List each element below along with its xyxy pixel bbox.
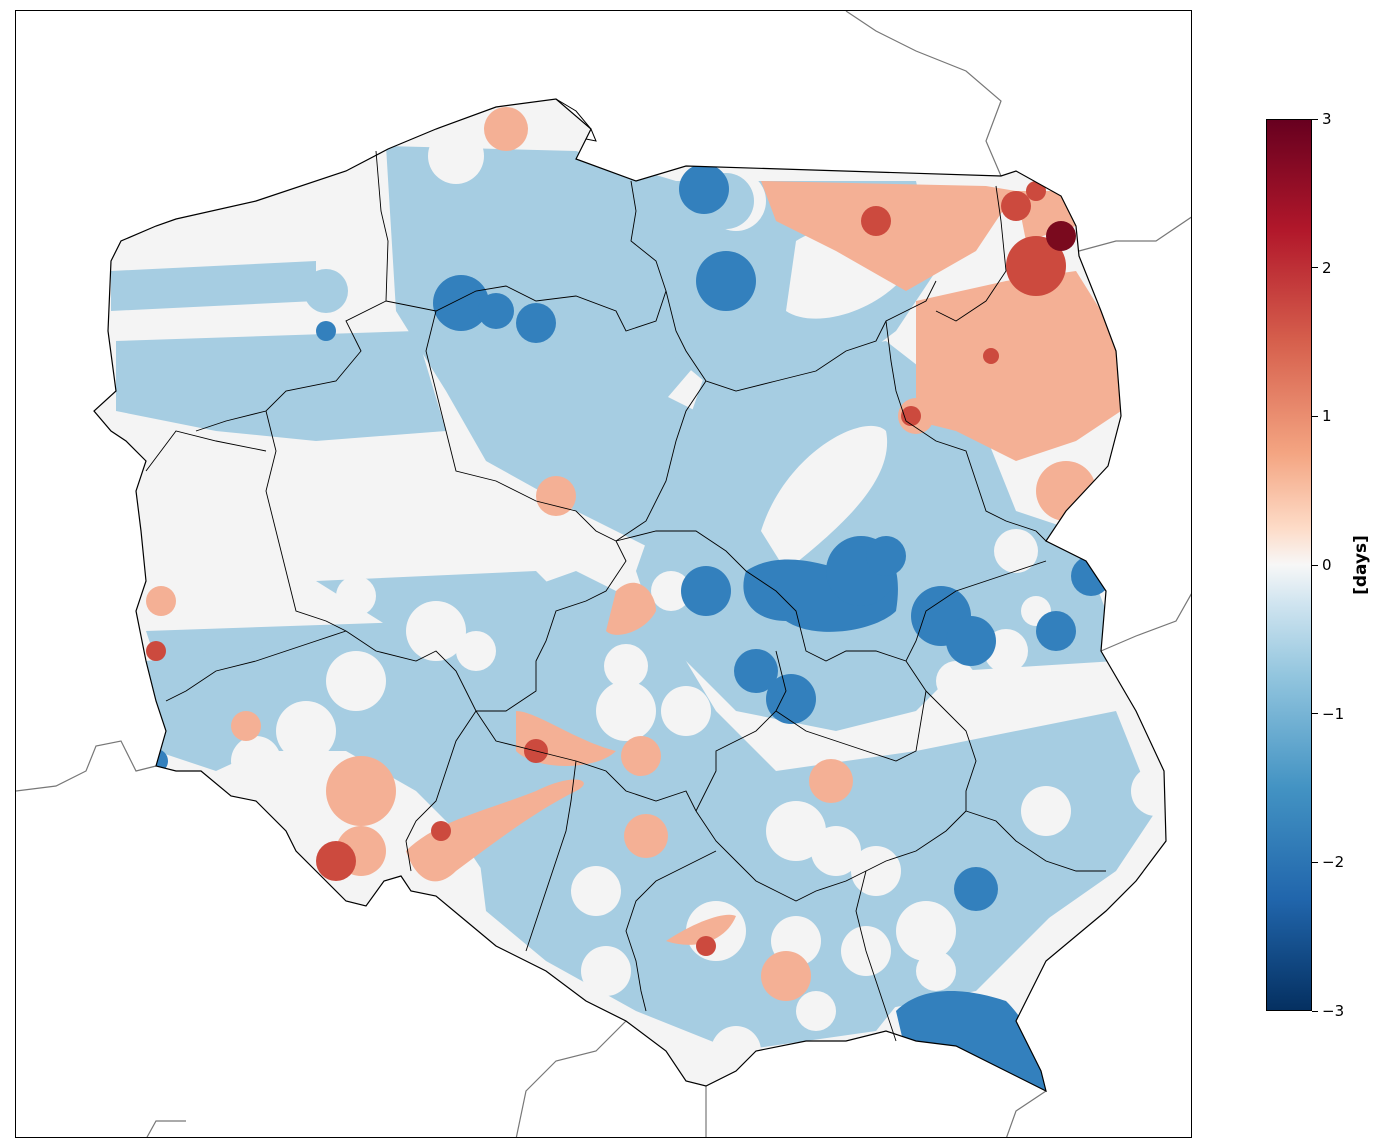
colorbar-tick-label: 3 xyxy=(1322,110,1332,128)
colorbar-tick-label: −2 xyxy=(1322,853,1345,872)
colorbar-tick-label: −1 xyxy=(1322,704,1345,723)
colorbar-tick-label: 0 xyxy=(1322,556,1332,574)
colorbar-tick xyxy=(1312,118,1318,120)
anomaly-map xyxy=(16,11,1191,1137)
coastline xyxy=(555,98,597,142)
neighbor-borders xyxy=(16,11,1191,1137)
colorbar-tick-label: −3 xyxy=(1322,1002,1345,1020)
colorbar-tick xyxy=(1312,415,1318,417)
poland-anomaly-field xyxy=(94,99,1166,1091)
colorbar-tick-label: 1 xyxy=(1322,407,1332,426)
colorbar-tick xyxy=(1312,861,1318,863)
colorbar xyxy=(1266,119,1312,1011)
colorbar-tick xyxy=(1312,267,1318,269)
positive-anomaly-zones xyxy=(146,107,1121,1001)
voivodeship-borders xyxy=(145,150,1106,1042)
map-frame xyxy=(15,10,1192,1138)
colorbar-tick xyxy=(1312,713,1318,715)
colorbar-label: [days] xyxy=(1351,535,1371,595)
strong-negative-zones xyxy=(144,164,1111,1091)
colorbar-tick xyxy=(1312,1010,1318,1012)
colorbar-tick-label: 2 xyxy=(1322,258,1332,277)
country-border xyxy=(93,98,1167,1093)
colorbar-tick xyxy=(1312,564,1318,566)
max-positive-zone xyxy=(1046,221,1076,251)
